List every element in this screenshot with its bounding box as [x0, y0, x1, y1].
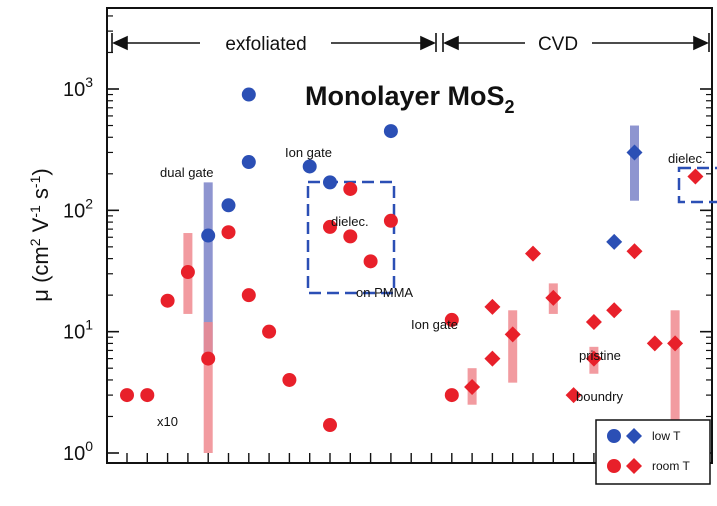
data-point-low-t: [302, 159, 317, 174]
chart-title-main: Monolayer MoS: [305, 81, 505, 111]
data-point-room-t: [201, 351, 216, 366]
cvd-arrow-head-left: [443, 35, 459, 51]
y-tick-label-base: 10: [63, 200, 85, 222]
data-point-room-t: [241, 288, 256, 303]
cvd-arrow-head-right: [693, 35, 709, 51]
legend-label-low-t: low T: [652, 429, 681, 443]
annotation-pristine: pristine: [579, 348, 621, 363]
data-point-room-t: [444, 388, 459, 403]
data-point-room-t: [120, 388, 134, 403]
annotation-dielec-exfoliated: dielec.: [331, 214, 369, 229]
annotation-dielec-cvd: dielec.: [668, 151, 706, 166]
annotation-ion-gate-cvd: Ion gate: [411, 317, 458, 332]
range-bar-low-t: [630, 125, 639, 201]
data-point-room-t: [262, 324, 277, 339]
y-tick-label: 102: [63, 195, 93, 222]
data-point-room-t: [323, 418, 337, 433]
data-point-room-t: [525, 245, 541, 262]
data-point-low-t: [241, 87, 256, 102]
y-tick-label-exponent: 3: [85, 74, 93, 90]
data-point-low-t: [221, 198, 236, 213]
data-markers: [120, 87, 704, 433]
annotation-on-pmma: on PMMA: [356, 285, 413, 300]
data-point-room-t: [545, 289, 562, 306]
y-tick-label-exponent: 0: [85, 438, 93, 454]
y-tick-label: 101: [63, 317, 93, 344]
range-bar-room-t: [203, 322, 213, 453]
legend-low-t-circle: [607, 429, 621, 443]
legend-low-t-diamond: [626, 428, 642, 444]
data-point-room-t: [383, 213, 398, 228]
y-tick-label-exponent: 1: [85, 317, 93, 333]
data-point-low-t: [241, 155, 256, 170]
y-axis-label-mid: V: [28, 217, 53, 238]
y-tick-label: 100: [63, 438, 93, 465]
y-axis-label-main: μ (cm: [28, 246, 53, 301]
data-point-room-t: [667, 335, 684, 352]
data-point-low-t: [323, 175, 337, 190]
chart-title: Monolayer MoS2: [305, 81, 515, 117]
data-point-room-t: [343, 229, 358, 244]
y-axis-label-exp1: 2: [27, 238, 43, 246]
data-point-low-t: [606, 233, 623, 250]
data-point-room-t: [323, 219, 337, 234]
y-tick-label-base: 10: [63, 322, 85, 344]
dielec-highlight-box: [306, 180, 396, 295]
y-tick-label-base: 10: [63, 79, 85, 101]
data-point-room-t: [160, 293, 175, 308]
y-axis-label-mid2: s: [28, 188, 53, 205]
range-bar-room-t: [508, 310, 518, 383]
legend-room-t-diamond: [626, 458, 642, 474]
plot-frame: [106, 7, 713, 464]
annotation-boundry: boundry: [576, 389, 623, 404]
legend-room-t-circle: [607, 459, 621, 473]
chart-title-subscript: 2: [505, 97, 515, 117]
y-axis-label-end: ): [28, 168, 53, 175]
data-point-room-t: [565, 387, 582, 404]
data-point-room-t: [626, 243, 643, 260]
data-point-room-t: [343, 181, 358, 196]
y-axis-label: μ (cm2 V-1 s-1): [27, 168, 53, 301]
data-point-room-t: [282, 372, 297, 387]
section-label-exfoliated: exfoliated: [225, 34, 306, 55]
exfoliated-arrow-head-left: [112, 35, 128, 51]
data-point-room-t: [504, 326, 521, 343]
data-point-room-t: [140, 388, 155, 403]
y-axis-label-exp2: -1: [27, 205, 43, 218]
data-point-low-t: [201, 228, 216, 243]
y-tick-label-base: 10: [63, 443, 85, 465]
range-bar-room-t: [670, 310, 680, 453]
data-point-low-t: [626, 144, 643, 161]
legend-label-room-t: room T: [652, 459, 690, 473]
y-tick-label: 103: [63, 74, 93, 101]
data-point-room-t: [221, 225, 236, 240]
annotation-x10: x10: [157, 414, 178, 429]
legend: low T room T: [595, 419, 711, 485]
section-arrows: [111, 33, 710, 52]
exfoliated-arrow-head-right: [420, 35, 436, 51]
data-point-room-t: [464, 378, 481, 395]
data-point-low-t: [383, 124, 398, 139]
range-bar-low-t: [203, 182, 213, 359]
y-tick-label-exponent: 2: [85, 195, 93, 211]
data-point-room-t: [484, 298, 501, 315]
y-axis-label-exp3: -1: [27, 175, 43, 188]
data-point-room-t: [444, 312, 459, 327]
annotation-dual-gate: dual gate: [160, 165, 214, 180]
data-point-room-t: [363, 254, 378, 269]
data-point-room-t: [484, 350, 501, 367]
data-point-room-t: [585, 350, 602, 367]
data-point-room-t: [687, 168, 704, 185]
data-point-room-t: [606, 302, 623, 319]
dielec-cvd-highlight-box: [677, 166, 717, 204]
data-point-room-t: [180, 265, 195, 280]
data-point-room-t: [646, 335, 663, 352]
data-point-room-t: [585, 314, 602, 331]
annotation-ion-gate-exfoliated: Ion gate: [285, 145, 332, 160]
section-label-cvd: CVD: [538, 34, 578, 55]
